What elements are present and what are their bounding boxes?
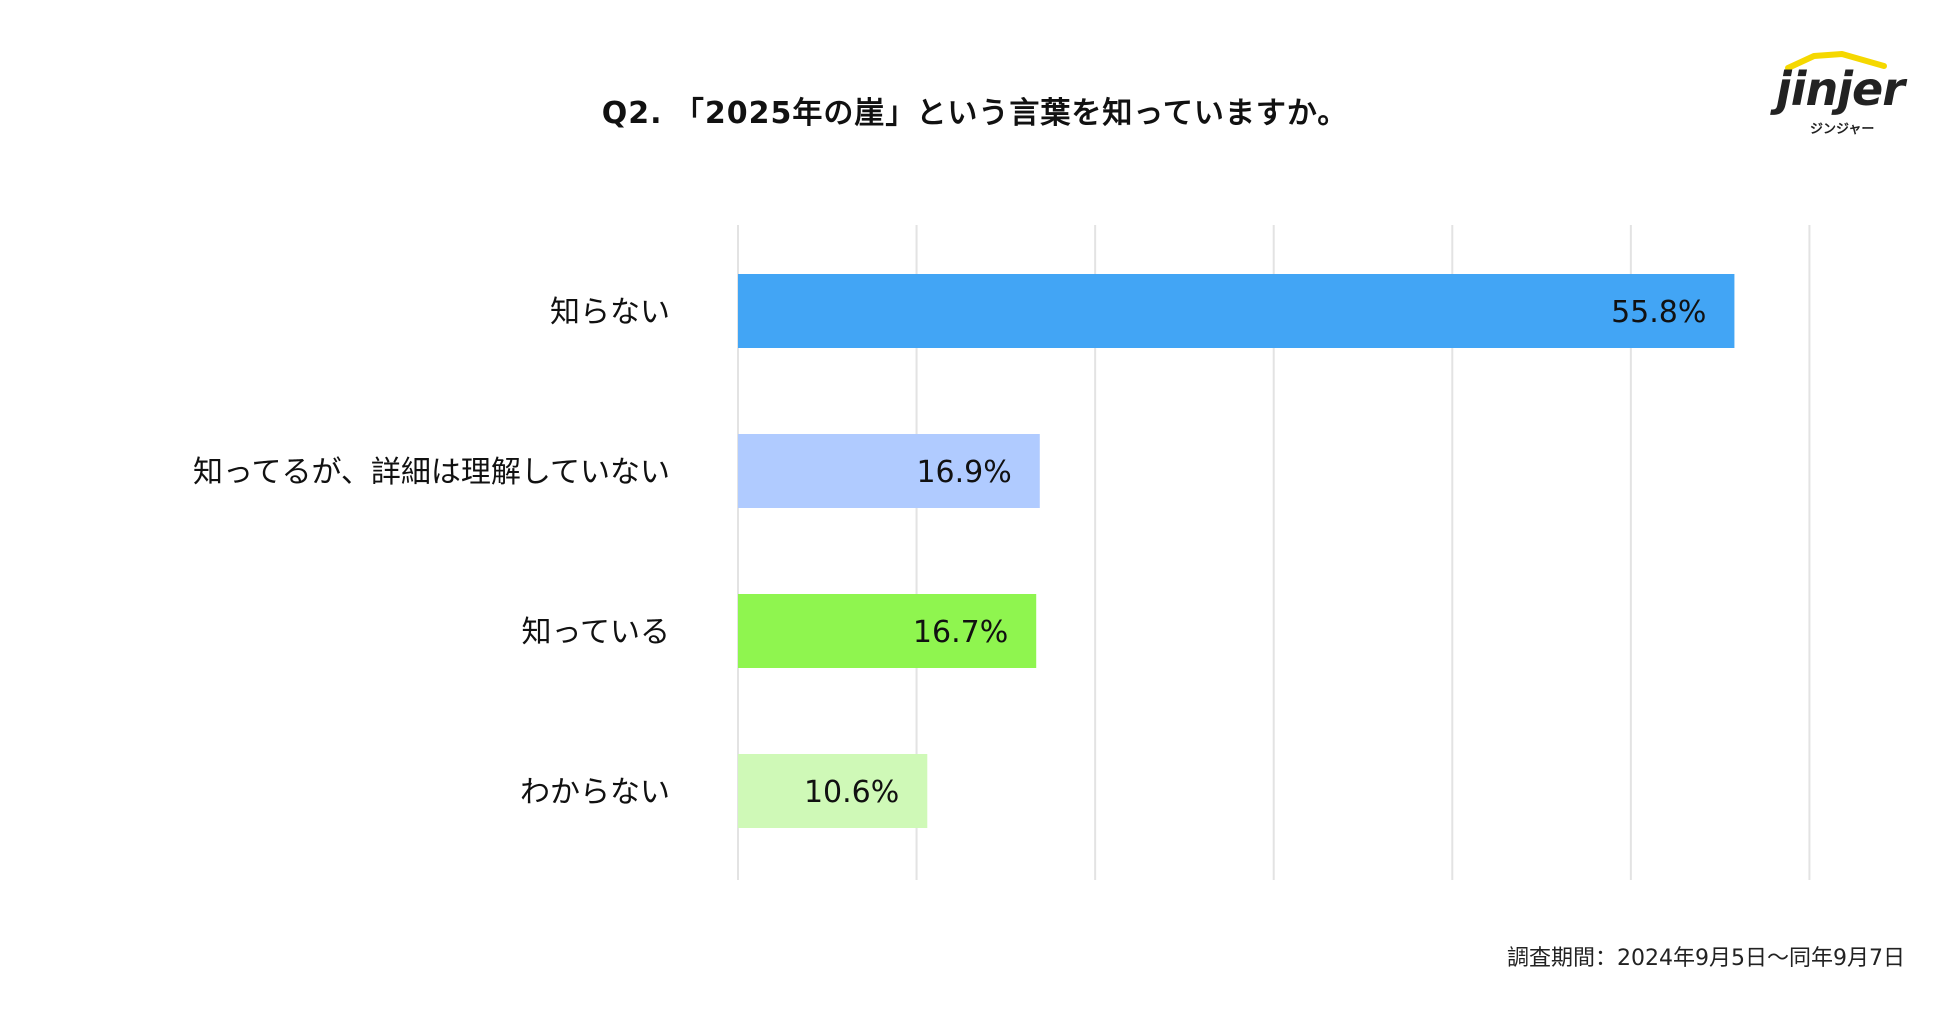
logo-roof-icon <box>1785 51 1887 71</box>
survey-period: 調査期間：2024年9月5日〜同年9月7日 <box>1507 946 1905 971</box>
data-label: 10.6% <box>804 775 899 810</box>
logo-subtitle: ジンジャー <box>1810 122 1875 137</box>
logo-wordmark: jinjer <box>1776 62 1905 116</box>
data-label: 16.7% <box>913 615 1008 650</box>
jinjer-logo: jinjer ジンジャー <box>1770 50 1910 140</box>
bar-3 <box>738 754 928 828</box>
bar-0 <box>738 274 1735 348</box>
chart-title: Q2. 「2025年の崖」という言葉を知っていますか。 <box>601 96 1349 131</box>
bar-1 <box>738 434 1040 508</box>
category-label: 知ってるが、詳細は理解していない <box>193 455 670 490</box>
bar-2 <box>738 594 1037 668</box>
category-label: 知らない <box>550 295 670 330</box>
category-label: 知っている <box>522 615 671 650</box>
data-label: 16.9% <box>916 455 1011 490</box>
category-label: わからない <box>520 775 670 810</box>
data-label: 55.8% <box>1611 295 1706 330</box>
